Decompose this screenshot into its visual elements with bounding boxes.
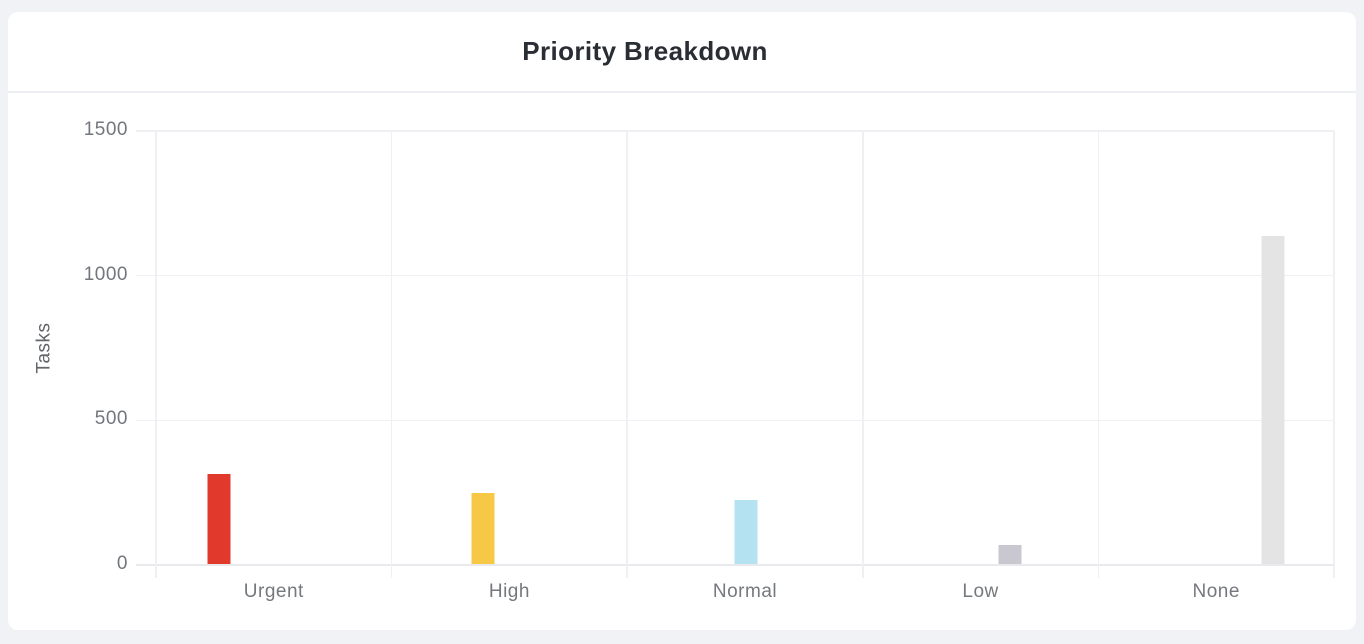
bar-low[interactable] xyxy=(998,545,1021,564)
y-tick-label-1000: 1000 xyxy=(83,263,128,285)
header-divider xyxy=(8,91,1356,93)
y-tick-label-500: 500 xyxy=(94,408,128,430)
x-label-urgent: Urgent xyxy=(243,581,304,602)
gridline-x-4 xyxy=(1097,131,1100,578)
chart-header: Priority Breakdown xyxy=(8,12,1356,91)
gridline-y-0 xyxy=(136,564,1334,566)
bar-urgent[interactable] xyxy=(207,474,231,564)
chart-card: Priority Breakdown Tasks 0 500 1000 1500 Urg… xyxy=(8,12,1356,630)
gridline-y-1000 xyxy=(136,274,1334,277)
gridline-x-5 xyxy=(1333,131,1335,578)
y-axis-title-text: Tasks xyxy=(34,322,56,374)
gridline-x-0 xyxy=(155,131,157,578)
y-axis-title: Tasks xyxy=(26,131,64,565)
x-label-low: Low xyxy=(962,581,999,602)
gridline-y-500 xyxy=(136,419,1334,422)
gridline-y-1500 xyxy=(136,130,1334,132)
bar-none[interactable] xyxy=(1261,235,1285,564)
x-label-none: None xyxy=(1192,581,1240,602)
chart-title: Priority Breakdown xyxy=(522,36,768,66)
gridline-x-1 xyxy=(390,131,393,578)
y-tick-label-1500: 1500 xyxy=(83,119,128,140)
bar-high[interactable] xyxy=(471,493,494,564)
plot-area: Tasks 0 500 1000 1500 Urgent High Normal Low Non… xyxy=(34,119,1335,602)
gridline-x-2 xyxy=(626,131,628,578)
x-label-normal: Normal xyxy=(712,581,778,602)
bar-normal[interactable] xyxy=(734,500,758,564)
gridline-x-3 xyxy=(862,131,864,578)
y-tick-label-0: 0 xyxy=(116,553,128,574)
x-label-high: High xyxy=(488,581,530,602)
